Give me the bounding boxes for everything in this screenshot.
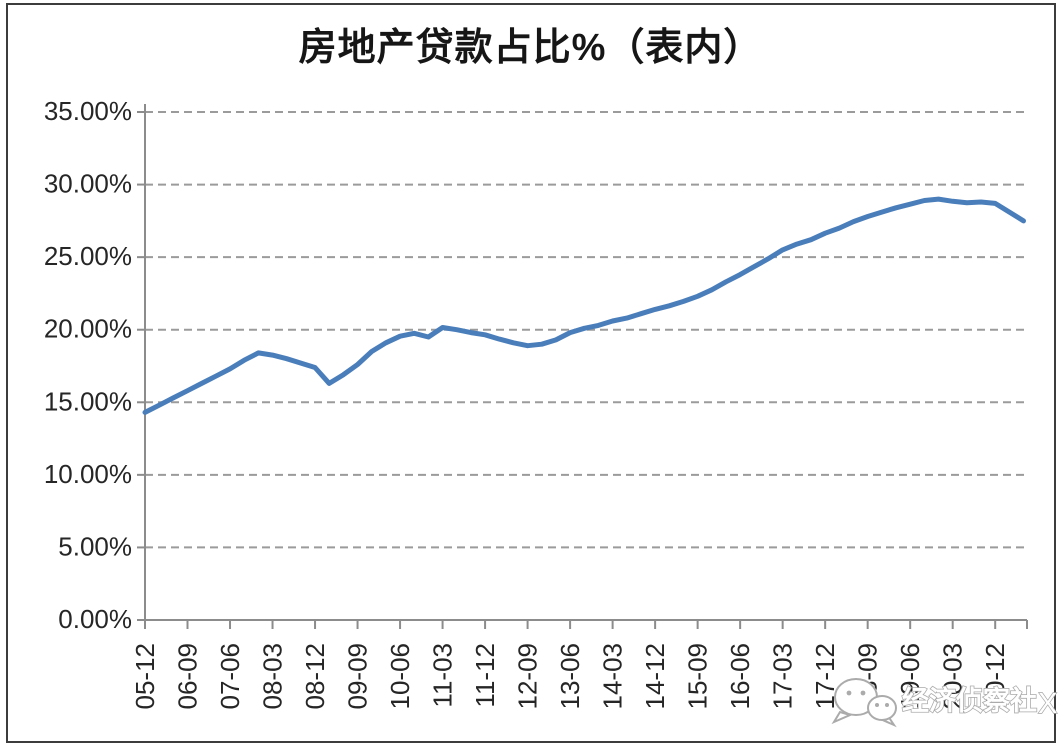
x-tick-label: 19-06 bbox=[895, 643, 925, 710]
y-tick-label: 5.00% bbox=[58, 531, 132, 561]
x-tick-label: 16-06 bbox=[725, 643, 755, 710]
watermark-text: 经济侦察社 bbox=[902, 685, 1037, 716]
y-tick-label: 25.00% bbox=[44, 241, 132, 271]
x-tick-label: 07-06 bbox=[215, 643, 245, 710]
x-tick-label: 14-12 bbox=[640, 643, 670, 710]
watermark-suffix: X bbox=[1038, 688, 1057, 720]
x-tick-label: 10-06 bbox=[385, 643, 415, 710]
y-tick-label: 10.00% bbox=[44, 459, 132, 489]
x-tick-label: 11-03 bbox=[428, 643, 458, 708]
x-tick-label: 09-09 bbox=[343, 643, 373, 710]
x-tick-label: 20-12 bbox=[980, 643, 1010, 710]
x-tick-label: 08-12 bbox=[300, 643, 330, 710]
y-tick-label: 35.00% bbox=[44, 96, 132, 126]
watermark: 经济侦察社 X bbox=[831, 678, 1058, 728]
y-tick-label: 30.00% bbox=[44, 169, 132, 199]
y-tick-label: 20.00% bbox=[44, 314, 132, 344]
x-tick-label: 12-09 bbox=[513, 643, 543, 710]
y-tick-label: 15.00% bbox=[44, 386, 132, 416]
x-tick-label: 14-03 bbox=[598, 643, 628, 710]
x-tick-label: 17-03 bbox=[768, 643, 798, 710]
chart-title: 房地产贷款占比%（表内） bbox=[298, 27, 763, 69]
data-series-line bbox=[142, 196, 1026, 415]
x-tick-label: 15-09 bbox=[683, 643, 713, 710]
x-tick-label: 06-09 bbox=[173, 643, 203, 710]
wechat-icon bbox=[831, 678, 897, 728]
x-tick-label: 13-06 bbox=[555, 643, 585, 710]
x-tick-label: 05-12 bbox=[130, 643, 160, 710]
x-tick-label: 11-12 bbox=[470, 643, 500, 708]
y-tick-label: 0.00% bbox=[58, 604, 132, 634]
x-tick-label: 08-03 bbox=[258, 643, 288, 710]
x-tick-label: 20-03 bbox=[938, 643, 968, 710]
